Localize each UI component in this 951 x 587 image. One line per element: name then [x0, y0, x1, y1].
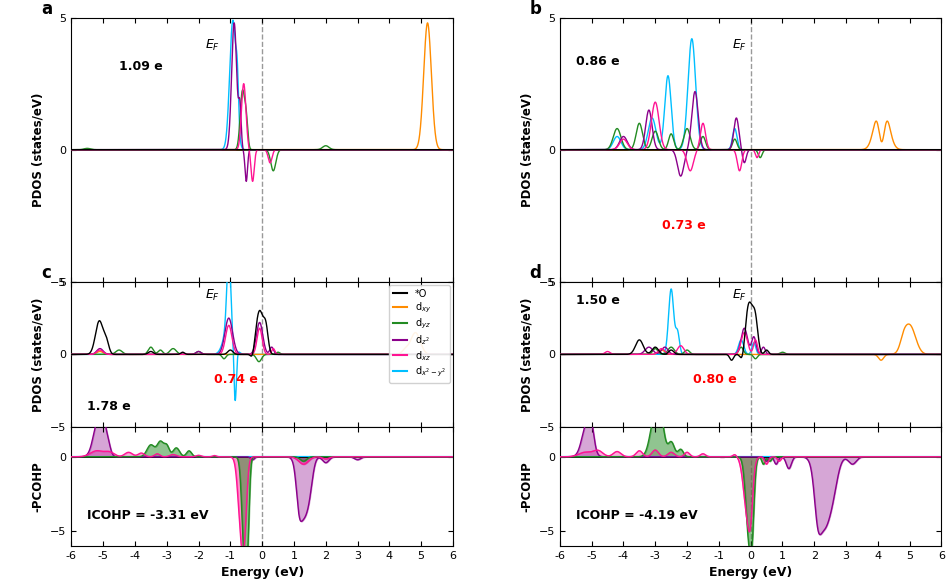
Text: c: c — [41, 264, 50, 282]
Y-axis label: -PCOHP: -PCOHP — [520, 461, 534, 512]
X-axis label: Energy (eV): Energy (eV) — [221, 566, 303, 579]
Y-axis label: -PCOHP: -PCOHP — [31, 461, 45, 512]
Text: $E_F$: $E_F$ — [204, 288, 220, 303]
Y-axis label: PDOS (states/eV): PDOS (states/eV) — [31, 93, 45, 207]
Text: d: d — [530, 264, 541, 282]
X-axis label: Energy (eV): Energy (eV) — [709, 566, 792, 579]
Text: ICOHP = -3.31 eV: ICOHP = -3.31 eV — [87, 509, 208, 522]
Text: 1.50 e: 1.50 e — [575, 294, 620, 306]
Text: 0.74 e: 0.74 e — [214, 373, 259, 386]
Y-axis label: PDOS (states/eV): PDOS (states/eV) — [31, 297, 45, 411]
Text: a: a — [41, 0, 52, 18]
Text: $E_F$: $E_F$ — [731, 38, 747, 53]
Text: 0.80 e: 0.80 e — [693, 373, 737, 386]
Legend: *O, d$_{xy}$, d$_{yz}$, d$_{z^2}$, d$_{xz}$, d$_{x^2-y^2}$: *O, d$_{xy}$, d$_{yz}$, d$_{z^2}$, d$_{x… — [389, 285, 450, 383]
Text: 1.78 e: 1.78 e — [87, 400, 131, 413]
Text: 0.73 e: 0.73 e — [662, 219, 706, 232]
Text: 1.09 e: 1.09 e — [119, 60, 163, 73]
Y-axis label: PDOS (states/eV): PDOS (states/eV) — [520, 297, 534, 411]
Text: ICOHP = -4.19 eV: ICOHP = -4.19 eV — [575, 509, 697, 522]
Text: $E_F$: $E_F$ — [731, 288, 747, 303]
Text: b: b — [530, 0, 541, 18]
Text: $E_F$: $E_F$ — [204, 38, 220, 53]
Y-axis label: PDOS (states/eV): PDOS (states/eV) — [520, 93, 534, 207]
Text: 0.86 e: 0.86 e — [575, 55, 619, 68]
